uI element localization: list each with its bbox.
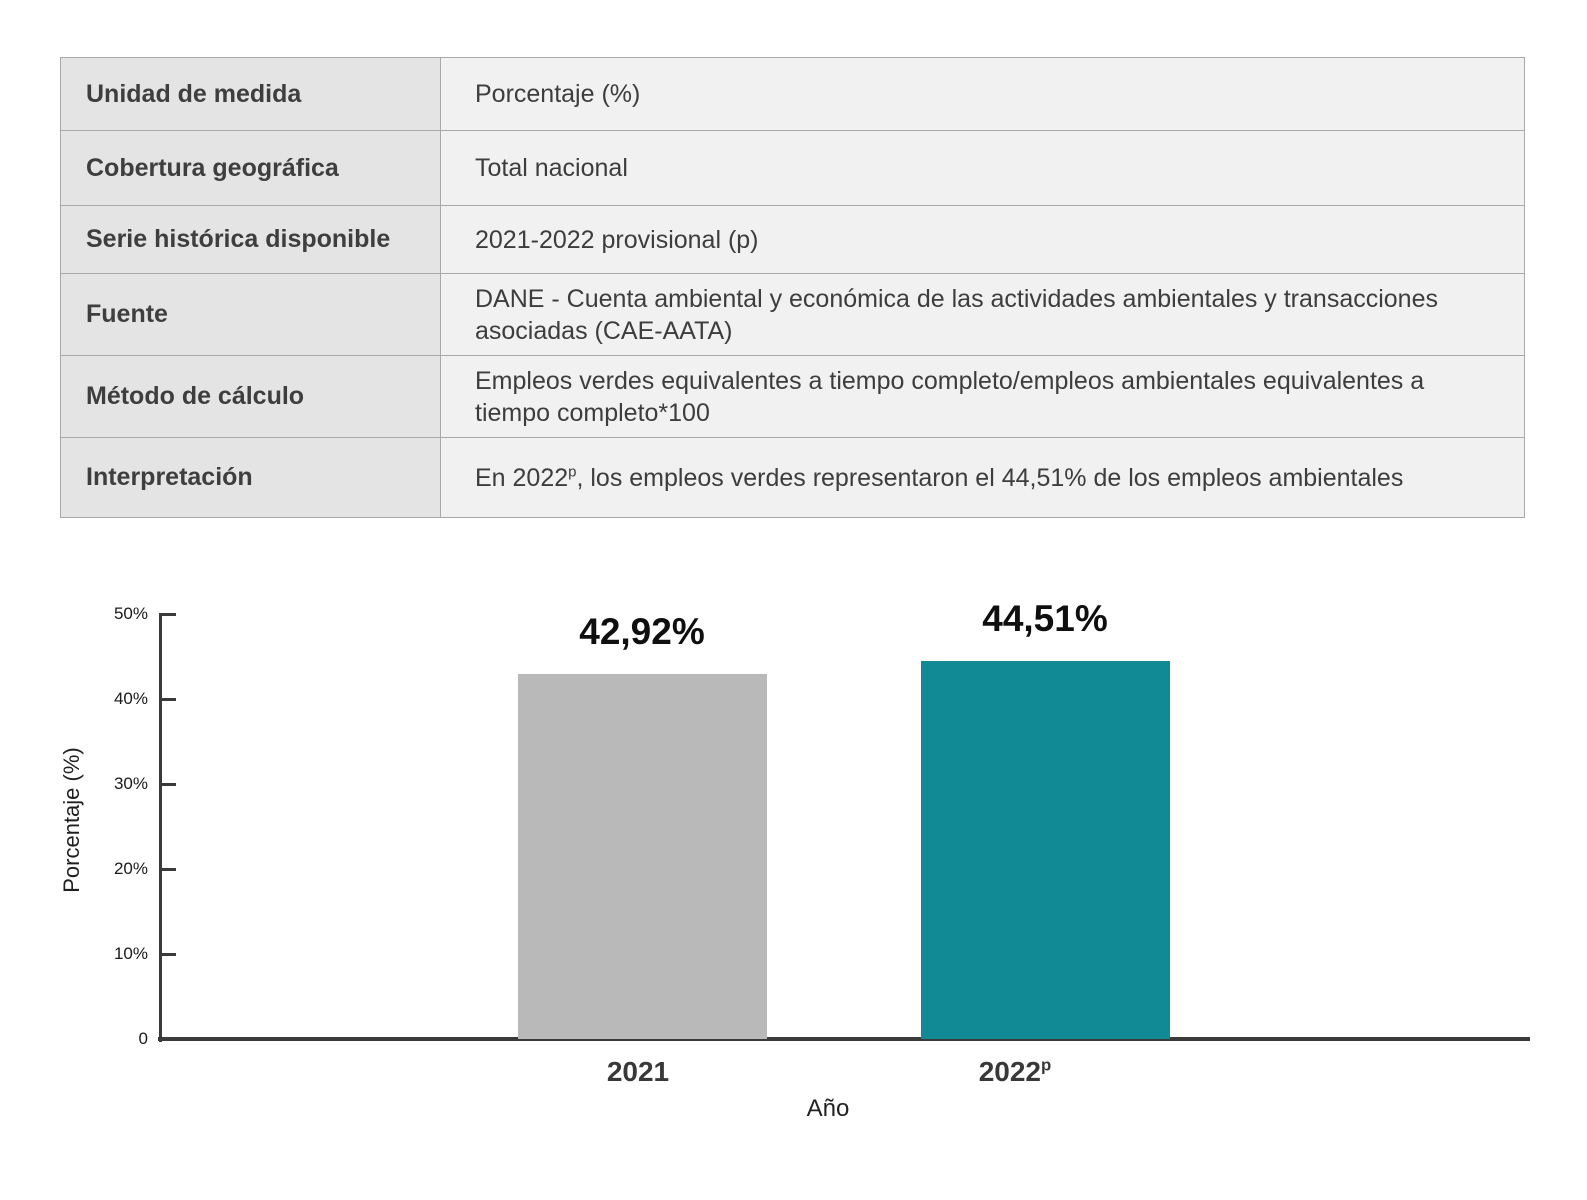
superscript-p: p: [568, 463, 577, 481]
y-axis-tick-label: 0: [138, 1029, 148, 1048]
bar-2022: [921, 660, 1170, 1039]
metadata-row: Método de cálculo Empleos verdes equival…: [61, 355, 1524, 437]
x-axis-category-label: 2022p: [865, 1056, 1165, 1088]
x-axis-title: Año: [806, 1095, 850, 1122]
metadata-value: Porcentaje (%): [441, 58, 1524, 130]
y-tick-mark: [162, 783, 176, 786]
y-tick-mark: [162, 613, 176, 616]
metadata-row: Interpretación En 2022p, los empleos ver…: [61, 437, 1524, 517]
metadata-value: Empleos verdes equivalentes a tiempo com…: [441, 356, 1524, 437]
category-text: 2022: [978, 1056, 1042, 1087]
x-axis-category-label: 2021: [488, 1056, 788, 1088]
y-axis-tick-label: 40%: [113, 689, 148, 708]
bar-value-label: 42,92%: [579, 611, 705, 653]
metadata-value: 2021-2022 provisional (p): [441, 206, 1524, 273]
metadata-row: Unidad de medida Porcentaje (%): [61, 58, 1524, 130]
metadata-value: En 2022p, los empleos verdes representar…: [441, 438, 1524, 517]
y-axis-tick-label: 20%: [113, 859, 148, 878]
y-tick-mark: [162, 953, 176, 956]
y-axis-tick-label: 10%: [113, 944, 148, 963]
y-axis-line: [159, 613, 162, 1042]
y-axis-title: Porcentaje (%): [59, 747, 84, 893]
superscript-p: p: [1041, 1055, 1052, 1075]
metadata-row: Fuente DANE - Cuenta ambiental y económi…: [61, 273, 1524, 355]
metadata-row: Serie histórica disponible 2021-2022 pro…: [61, 205, 1524, 273]
y-axis-tick-label: 30%: [113, 774, 148, 793]
metadata-value-text: Porcentaje (%): [475, 80, 641, 108]
metadata-value-part: En 2022: [475, 463, 569, 492]
category-text: 2021: [606, 1056, 670, 1087]
metadata-value-text: Total nacional: [475, 154, 628, 182]
metadata-label: Método de cálculo: [61, 356, 441, 437]
metadata-value: DANE - Cuenta ambiental y económica de l…: [441, 274, 1524, 355]
bar-value-label: 44,51%: [982, 597, 1108, 639]
x-axis-line: [158, 1037, 1530, 1041]
metadata-label: Unidad de medida: [61, 58, 441, 130]
metadata-value-text: DANE - Cuenta ambiental y económica de l…: [475, 284, 1438, 345]
metadata-label: Cobertura geográfica: [61, 131, 441, 205]
metadata-row: Cobertura geográfica Total nacional: [61, 130, 1524, 205]
metadata-value-text: 2021-2022 provisional (p): [475, 225, 759, 254]
metadata-table: Unidad de medida Porcentaje (%) Cobertur…: [60, 57, 1525, 518]
metadata-label: Serie histórica disponible: [61, 206, 441, 273]
metadata-value-text: En 2022p, los empleos verdes representar…: [475, 462, 1403, 494]
y-tick-mark: [162, 698, 176, 701]
y-tick-mark: [162, 868, 176, 871]
y-axis-tick-label: 50%: [113, 604, 148, 623]
metadata-value-part: , los empleos verdes representaron el 44…: [576, 463, 1404, 492]
bar-2021: [518, 674, 767, 1039]
metadata-label: Interpretación: [61, 438, 441, 517]
metadata-label: Fuente: [61, 274, 441, 355]
metadata-value-text: Empleos verdes equivalentes a tiempo com…: [475, 366, 1425, 427]
metadata-value: Total nacional: [441, 131, 1524, 205]
